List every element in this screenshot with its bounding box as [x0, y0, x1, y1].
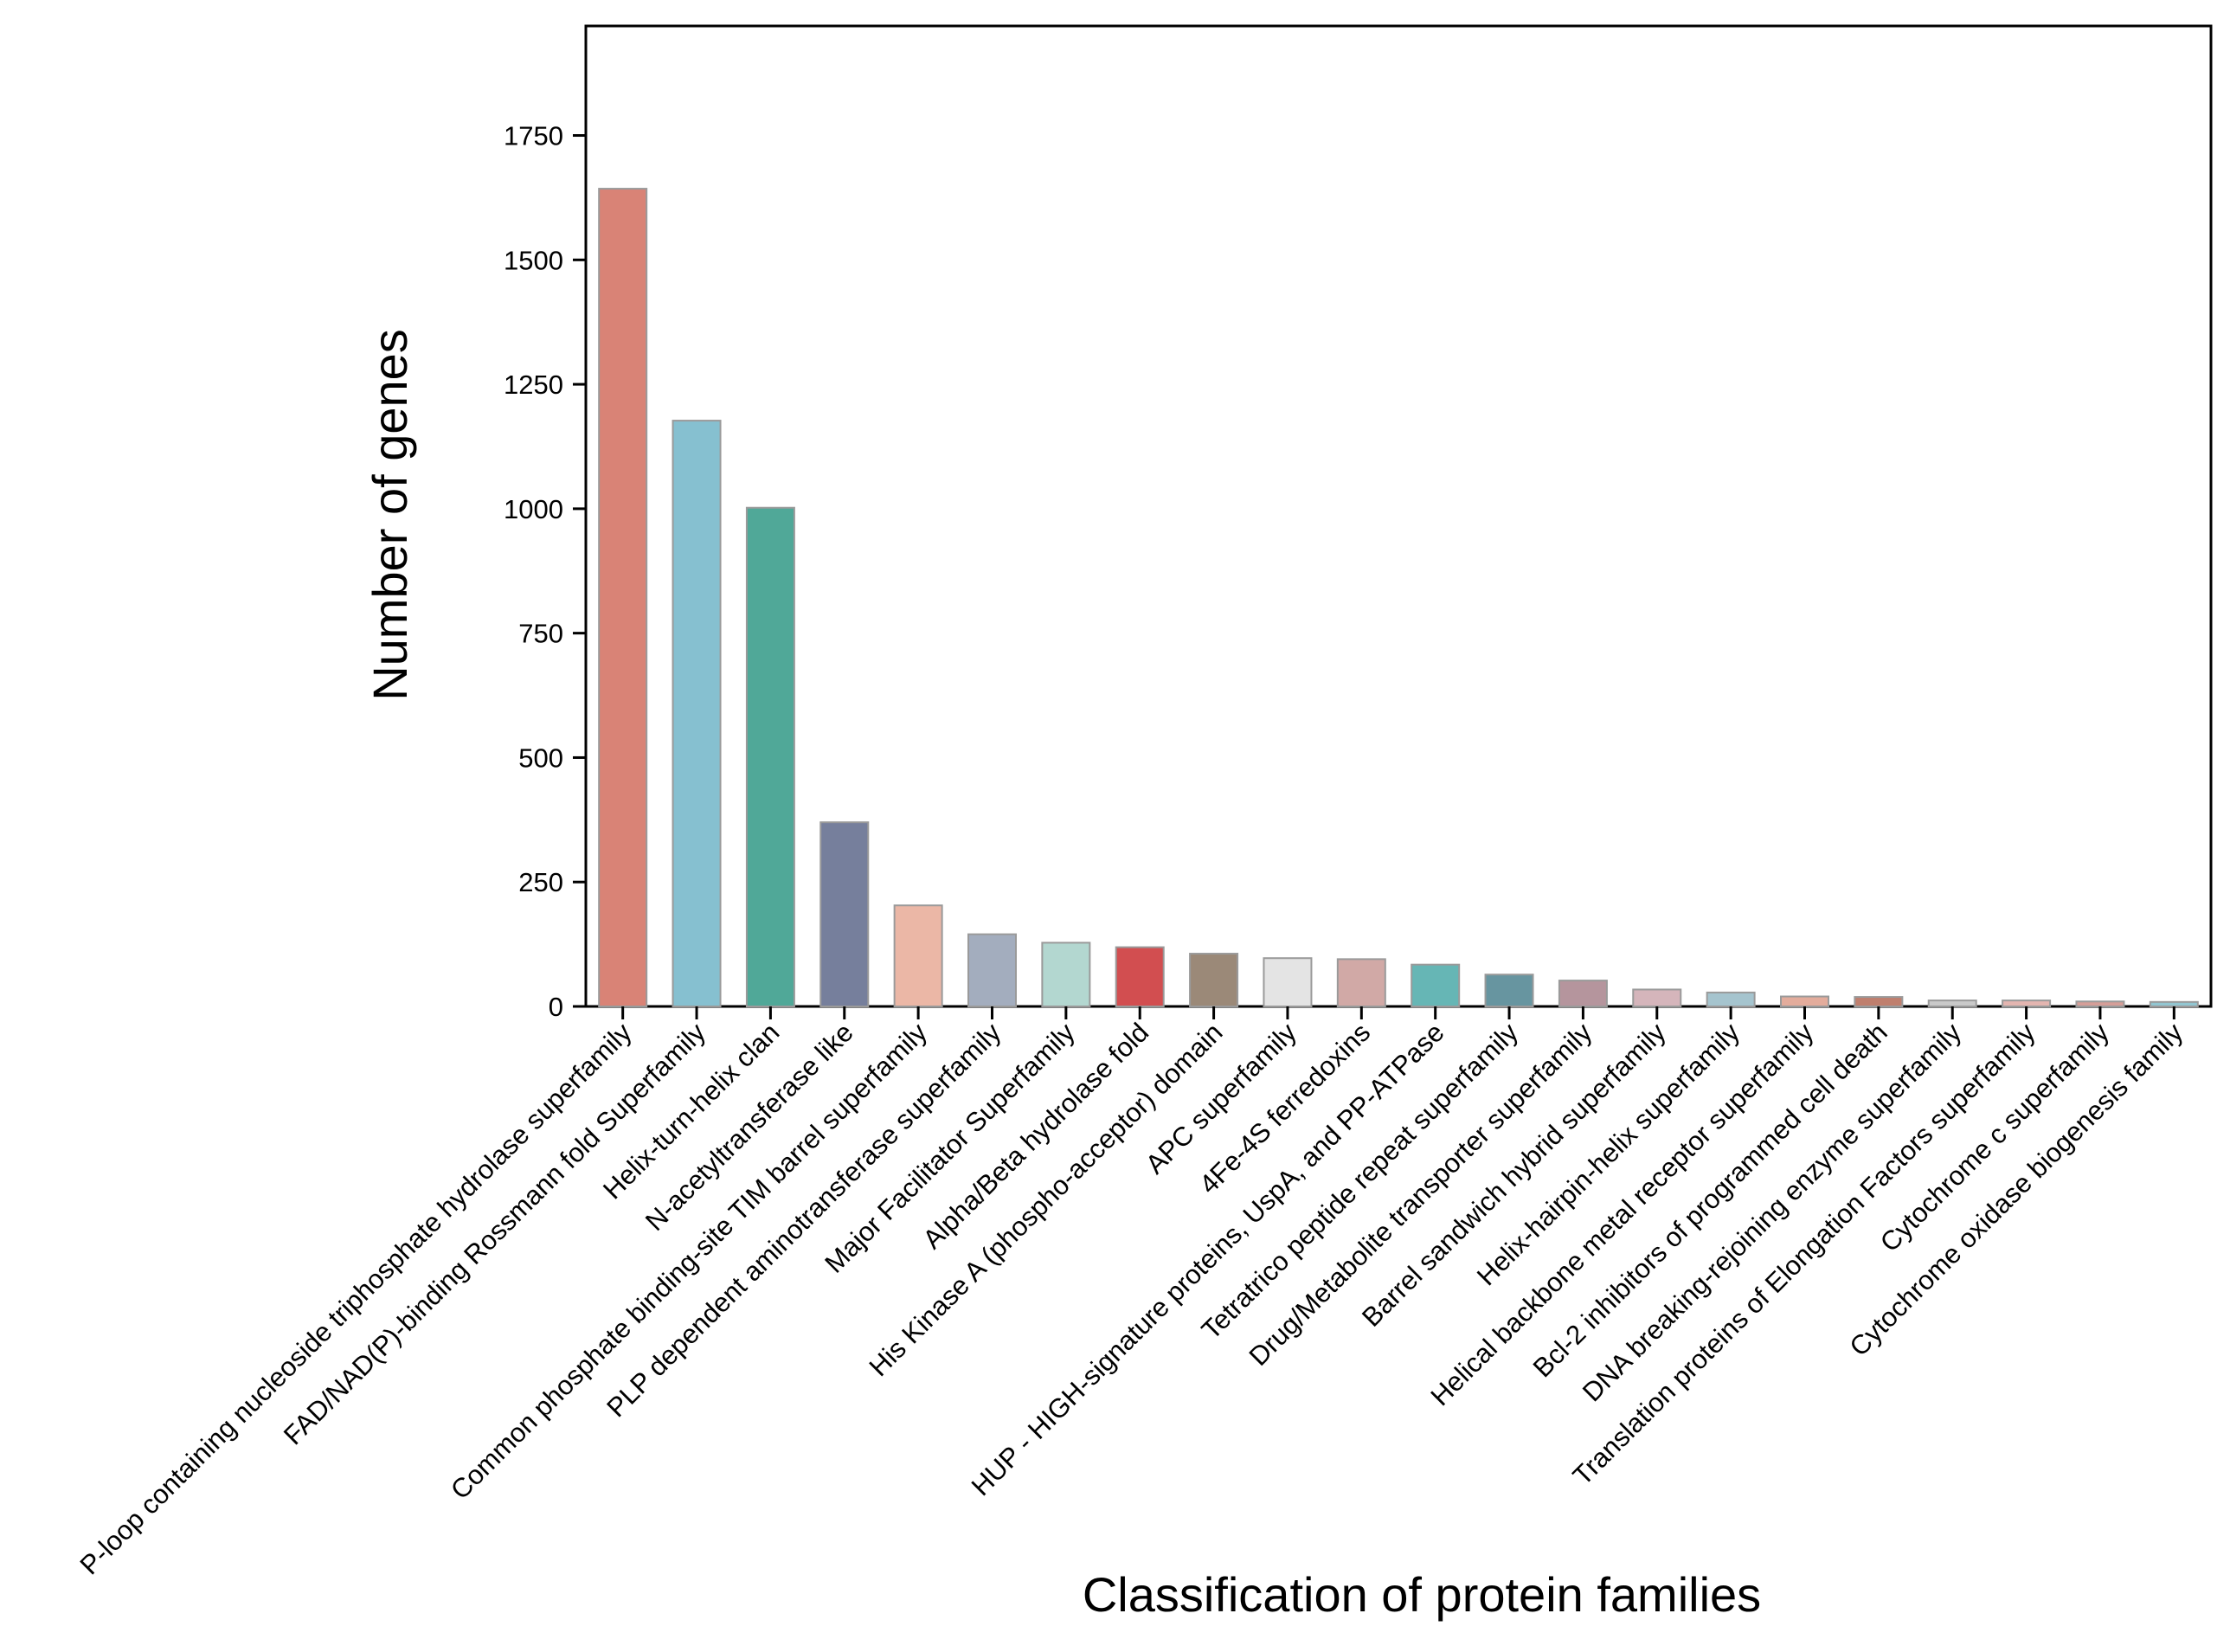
bar [1927, 1000, 1977, 1008]
bar [819, 821, 870, 1008]
bar [1484, 974, 1534, 1008]
bar [1632, 988, 1682, 1007]
x-axis-title: Classification of protein families [1083, 1567, 1761, 1622]
plot-area-frame [584, 24, 2213, 1008]
x-axis: P-loop containing nucleoside triphosphat… [74, 1006, 2189, 1580]
bar [1041, 942, 1091, 1008]
y-tick-label: 500 [518, 742, 563, 773]
bar [1189, 953, 1239, 1007]
bar [1558, 980, 1608, 1007]
bar [1263, 957, 1313, 1007]
bar [1411, 963, 1461, 1007]
x-tick-label: P-loop containing nucleoside triphosphat… [74, 1017, 638, 1580]
y-tick-label: 1250 [504, 370, 563, 400]
y-tick-label: 0 [549, 992, 563, 1022]
y-tick-label: 1500 [504, 245, 563, 275]
bar [2002, 1000, 2052, 1008]
y-tick-label: 250 [518, 867, 563, 897]
bar [1115, 946, 1165, 1008]
bar [893, 904, 943, 1008]
bar [1854, 996, 1904, 1008]
y-tick-label: 750 [518, 619, 563, 649]
bar [1780, 995, 1829, 1007]
bar [598, 188, 648, 1008]
x-tick-label: Drug/Metabolite transporter superfamily [1244, 1017, 1598, 1372]
y-axis-title: Number of genes [363, 329, 417, 701]
bar [672, 420, 722, 1007]
y-tick-label: 1000 [504, 494, 563, 524]
y-axis: 0 250 500 750 1000 1250 1500 1750 [504, 121, 586, 1022]
bars [598, 188, 2199, 1008]
bar [967, 933, 1017, 1007]
bar [1336, 958, 1386, 1007]
y-tick-label: 1750 [504, 121, 563, 151]
x-tick-label: Common phosphate binding-site TIM barrel… [445, 1017, 933, 1505]
bar [1706, 991, 1756, 1008]
bar [745, 506, 795, 1007]
bar [2075, 1000, 2125, 1008]
bar [2149, 1000, 2199, 1007]
